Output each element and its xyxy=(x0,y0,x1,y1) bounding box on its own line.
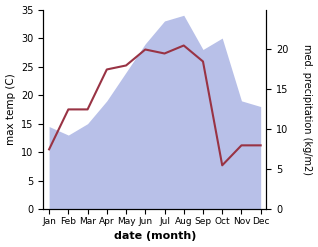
Y-axis label: max temp (C): max temp (C) xyxy=(5,74,16,145)
Y-axis label: med. precipitation (kg/m2): med. precipitation (kg/m2) xyxy=(302,44,313,175)
X-axis label: date (month): date (month) xyxy=(114,231,196,242)
